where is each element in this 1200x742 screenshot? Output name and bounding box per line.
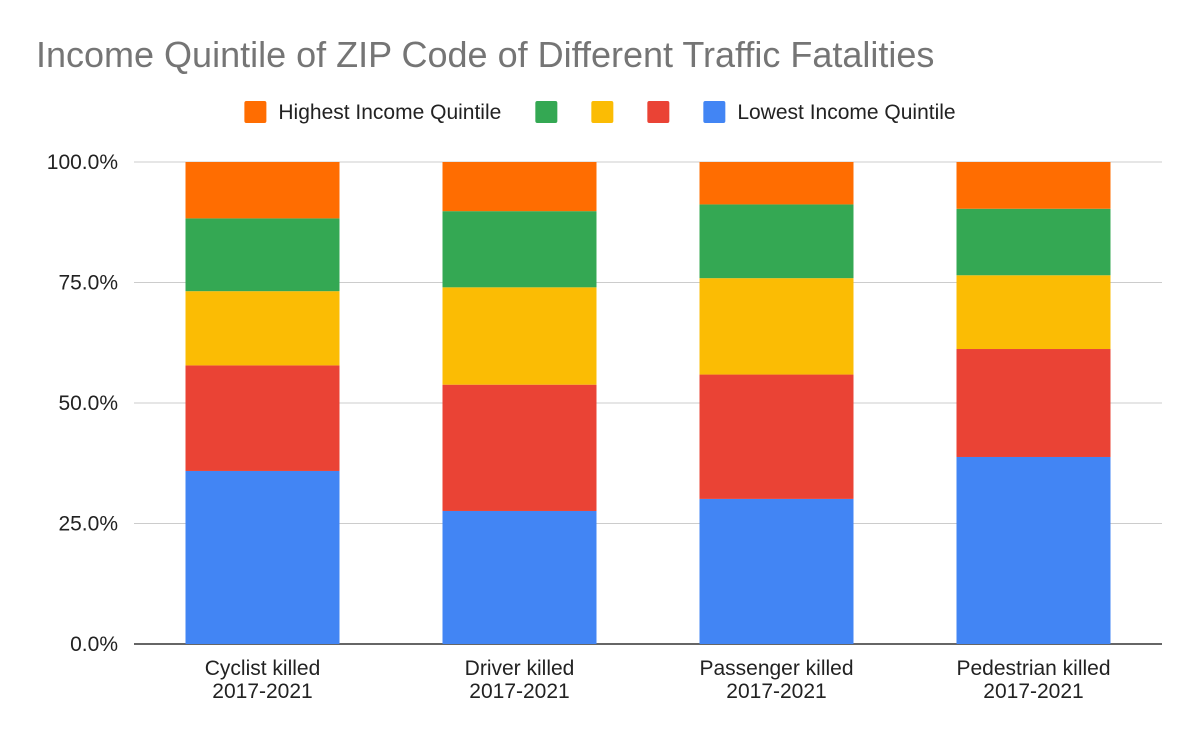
legend-item[interactable] bbox=[535, 101, 558, 123]
bar-segment[interactable] bbox=[442, 162, 597, 212]
bar-segment[interactable] bbox=[699, 498, 854, 644]
y-tick-label: 0.0% bbox=[70, 633, 118, 656]
bar-segment[interactable] bbox=[956, 349, 1111, 457]
y-tick-label: 25.0% bbox=[58, 513, 118, 536]
bar-segment[interactable] bbox=[442, 211, 597, 288]
bar-segment[interactable] bbox=[185, 291, 340, 366]
legend-item[interactable]: Lowest Income Quintile bbox=[703, 101, 956, 124]
bar-segment[interactable] bbox=[699, 162, 854, 205]
x-category-label: 2017-2021 bbox=[983, 680, 1083, 703]
chart-legend: Highest Income Quintile Lowest Income Qui… bbox=[244, 101, 956, 124]
x-category-label: 2017-2021 bbox=[469, 680, 569, 703]
legend-label: Highest Income Quintile bbox=[278, 101, 501, 124]
legend-swatch bbox=[647, 101, 670, 123]
y-tick-label: 75.0% bbox=[58, 272, 118, 295]
bar-segment[interactable] bbox=[185, 470, 340, 644]
bar-segment[interactable] bbox=[442, 287, 597, 385]
bars bbox=[185, 162, 1111, 644]
legend-swatch bbox=[591, 101, 614, 123]
bar-segment[interactable] bbox=[699, 374, 854, 499]
x-category-label: Passenger killed bbox=[699, 657, 853, 680]
bar-segment[interactable] bbox=[956, 275, 1111, 350]
legend-item[interactable]: Highest Income Quintile bbox=[244, 101, 501, 124]
x-category-label: Pedestrian killed bbox=[956, 657, 1110, 680]
y-tick-label: 100.0% bbox=[47, 151, 118, 174]
bar-segment[interactable] bbox=[699, 278, 854, 375]
bar-segment[interactable] bbox=[956, 456, 1111, 644]
bar-segment[interactable] bbox=[185, 218, 340, 292]
legend-swatch bbox=[244, 101, 267, 123]
chart-title: Income Quintile of ZIP Code of Different… bbox=[36, 34, 934, 75]
legend-item[interactable] bbox=[591, 101, 614, 123]
legend-item[interactable] bbox=[647, 101, 670, 123]
x-category-label: 2017-2021 bbox=[726, 680, 826, 703]
x-category-label: 2017-2021 bbox=[212, 680, 312, 703]
bar-segment[interactable] bbox=[956, 162, 1111, 209]
bar-segment[interactable] bbox=[699, 204, 854, 279]
y-axis-ticks: 0.0% 25.0% 50.0% 75.0% 100.0% bbox=[47, 151, 118, 656]
bar-segment[interactable] bbox=[185, 162, 340, 219]
y-tick-label: 50.0% bbox=[58, 392, 118, 415]
x-category-label: Cyclist killed bbox=[205, 657, 321, 680]
legend-swatch bbox=[703, 101, 726, 123]
legend-swatch bbox=[535, 101, 558, 123]
legend-label: Lowest Income Quintile bbox=[737, 101, 955, 124]
bar-segment[interactable] bbox=[442, 384, 597, 511]
bar-segment[interactable] bbox=[956, 208, 1111, 276]
x-category-label: Driver killed bbox=[465, 657, 575, 680]
bar-segment[interactable] bbox=[442, 510, 597, 644]
bar-segment[interactable] bbox=[185, 365, 340, 471]
